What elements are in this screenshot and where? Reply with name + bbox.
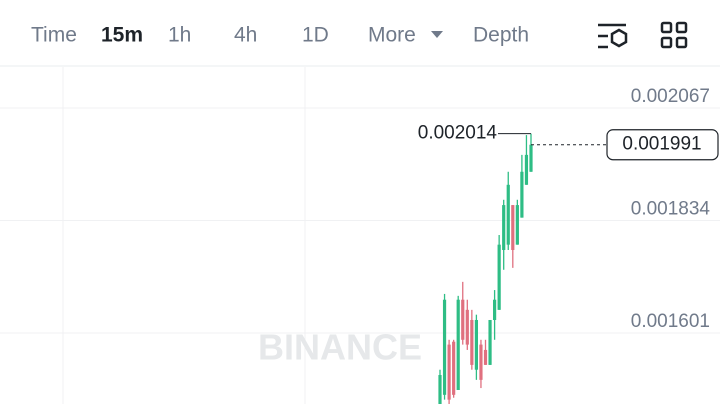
candle-body <box>529 144 533 172</box>
dropdown-arrow[interactable] <box>431 31 443 38</box>
last-price-label: 0.001991 <box>622 134 701 155</box>
candle-body <box>456 299 460 390</box>
candle-body <box>461 299 465 340</box>
tab[interactable]: Time <box>31 24 77 47</box>
candle-body <box>506 184 510 245</box>
candle-body <box>438 375 442 404</box>
settings-icon[interactable] <box>598 23 628 49</box>
layout-icon[interactable] <box>660 21 688 49</box>
y-tick-label: 0.001601 <box>631 311 710 332</box>
max-label: 0.002014 <box>418 123 498 144</box>
candle-body <box>488 319 492 365</box>
candle-body <box>447 344 451 400</box>
candle-body <box>452 341 456 395</box>
candle-body <box>442 299 447 395</box>
candle-body <box>515 205 519 245</box>
candle-body <box>474 319 478 370</box>
tab[interactable]: 15m <box>101 24 143 47</box>
tab[interactable]: 4h <box>234 24 257 47</box>
candle-body <box>470 319 474 365</box>
candle-body <box>483 349 488 365</box>
candle-body <box>511 205 515 250</box>
candle-body <box>493 299 497 320</box>
candle-body <box>502 205 506 250</box>
tab[interactable]: Depth <box>473 24 529 47</box>
tab[interactable]: 1h <box>168 24 191 47</box>
candle-body <box>520 171 524 218</box>
y-tick-label: 0.001834 <box>631 199 711 220</box>
last-price-box <box>606 129 719 161</box>
y-tick-label: 0.002067 <box>631 86 710 107</box>
candle-body <box>524 154 529 185</box>
candle-body <box>465 309 469 345</box>
candle-body <box>479 344 483 380</box>
candle-body <box>497 244 501 310</box>
tab[interactable]: More <box>368 24 416 47</box>
tab[interactable]: 1D <box>302 24 329 47</box>
